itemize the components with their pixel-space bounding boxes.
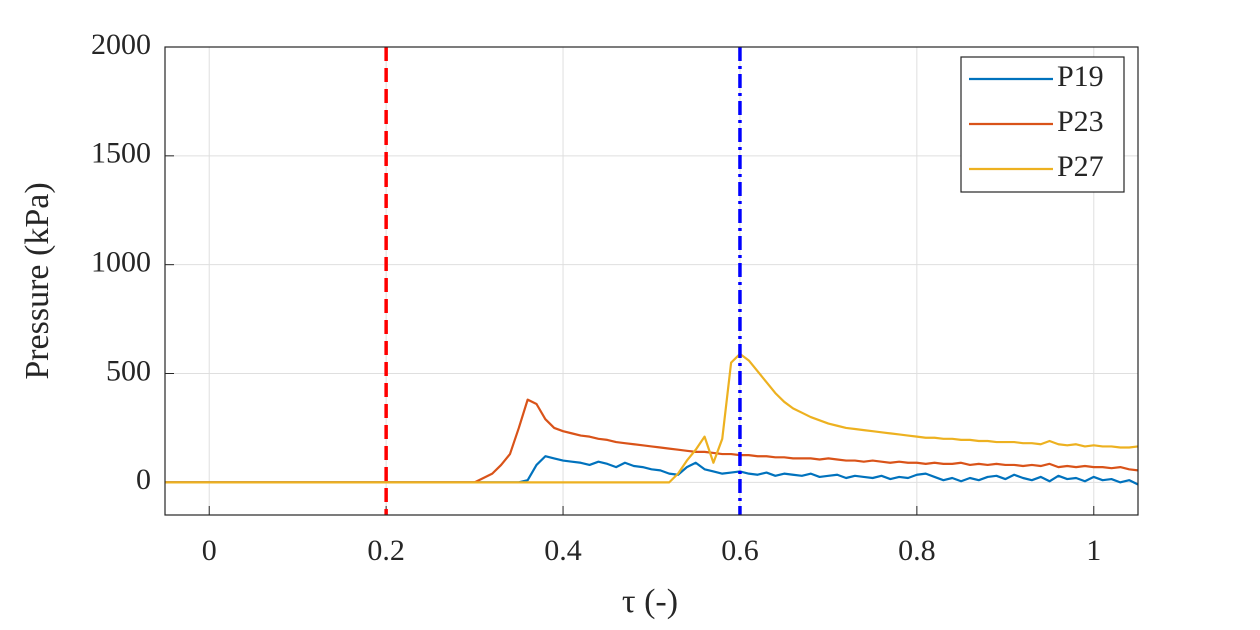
x-tick-label: 1 — [1086, 534, 1101, 567]
y-tick-label: 0 — [136, 463, 151, 496]
legend: P19 P23 P27 — [960, 56, 1125, 193]
y-axis-label: Pressure (kPa) — [19, 182, 56, 379]
y-tick-label: 2000 — [91, 28, 151, 61]
x-tick-label: 0 — [202, 534, 217, 567]
x-axis-label: τ (-) — [622, 583, 678, 620]
x-tick-label: 0.6 — [721, 534, 759, 567]
legend-label: P19 — [1057, 60, 1104, 93]
x-tick-label: 0.8 — [898, 534, 936, 567]
y-tick-label: 500 — [106, 354, 151, 387]
legend-label: P23 — [1057, 105, 1104, 138]
x-tick-label: 0.2 — [367, 534, 405, 567]
x-tick-label: 0.4 — [544, 534, 582, 567]
y-tick-label: 1500 — [91, 137, 151, 170]
legend-label: P27 — [1057, 150, 1104, 183]
y-tick-label: 1000 — [91, 246, 151, 279]
data-line — [165, 352, 1139, 484]
plot-frame — [164, 46, 1139, 516]
